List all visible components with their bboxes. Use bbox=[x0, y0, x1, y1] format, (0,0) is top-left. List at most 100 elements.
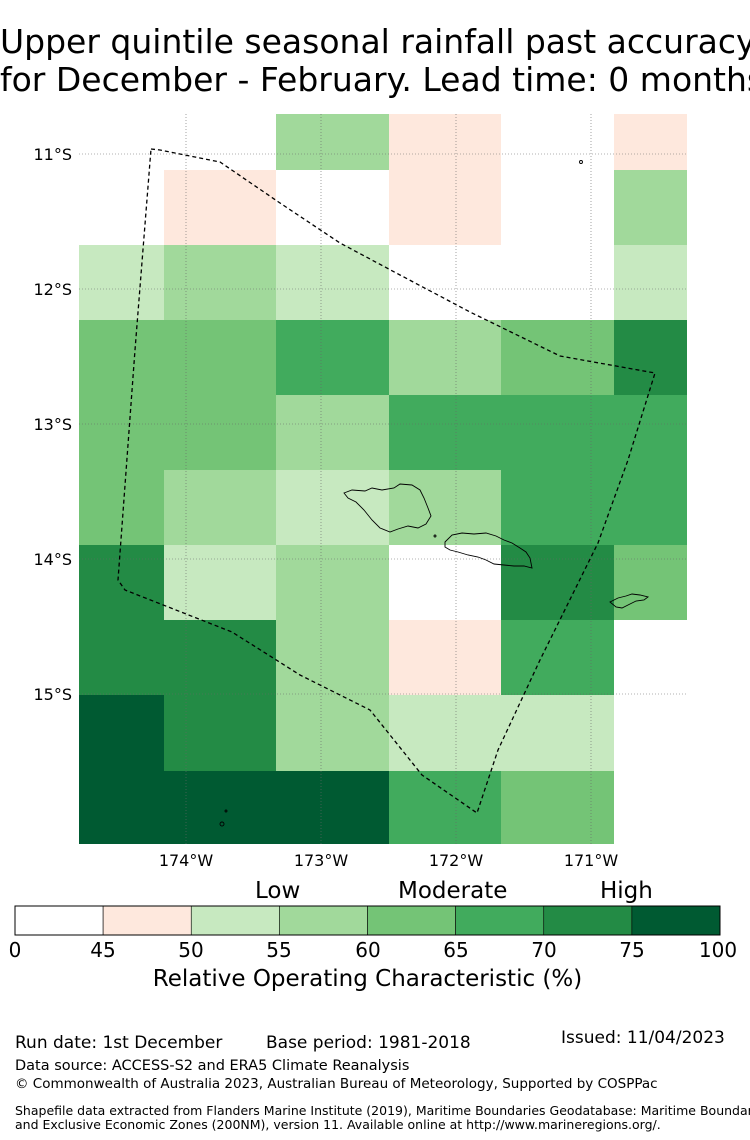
grid-cell bbox=[389, 114, 501, 170]
small-island-2 bbox=[433, 534, 437, 538]
colorbar-swatch bbox=[455, 905, 545, 936]
colorbar-tick-0: 0 bbox=[8, 938, 22, 962]
colorbar-tick-65: 65 bbox=[443, 938, 469, 962]
colorbar-border bbox=[14, 905, 721, 936]
grid-cell bbox=[79, 395, 164, 470]
grid-cell bbox=[79, 245, 164, 320]
copyright: © Commonwealth of Australia 2023, Austra… bbox=[15, 1076, 658, 1092]
grid-cell bbox=[164, 771, 276, 844]
grid-cell bbox=[164, 620, 276, 695]
lon-label-174: 174°W bbox=[159, 851, 214, 870]
colorbar bbox=[14, 905, 721, 936]
colorbar-tick-50: 50 bbox=[178, 938, 204, 962]
small-island-4 bbox=[224, 809, 228, 813]
grid-cell bbox=[276, 320, 389, 395]
grid-cell bbox=[501, 395, 614, 470]
coastlines bbox=[219, 160, 650, 827]
grid-cell bbox=[389, 395, 501, 470]
grid-cell bbox=[276, 470, 389, 545]
small-island-1 bbox=[579, 160, 583, 164]
grid-cell bbox=[79, 695, 164, 771]
base-period: Base period: 1981-2018 bbox=[266, 1033, 471, 1053]
grid-cell bbox=[164, 395, 276, 470]
lat-label-13: 13°S bbox=[33, 415, 72, 434]
latitude-labels: 11°S 12°S 13°S 14°S 15°S bbox=[33, 145, 72, 704]
lat-label-12: 12°S bbox=[33, 280, 72, 299]
eez-boundary bbox=[117, 148, 656, 815]
map-title-line-2: for December - February. Lead time: 0 mo… bbox=[0, 60, 750, 99]
colorbar-tick-55: 55 bbox=[266, 938, 292, 962]
grid-cell bbox=[501, 320, 614, 395]
colorbar-category-low: Low bbox=[255, 878, 301, 904]
grid-cell bbox=[614, 170, 687, 245]
colorbar-swatch bbox=[543, 905, 633, 936]
grid-cell bbox=[501, 695, 614, 771]
grid-cell bbox=[164, 545, 276, 620]
small-island-3 bbox=[219, 821, 225, 827]
grid-cell bbox=[614, 245, 687, 320]
grid-cell bbox=[389, 470, 501, 545]
grid-cell bbox=[501, 545, 614, 620]
grid-cell bbox=[389, 771, 501, 844]
colorbar-swatch bbox=[14, 905, 104, 936]
grid-cell bbox=[79, 470, 164, 545]
colorbar-swatch bbox=[367, 905, 456, 936]
colorbar-tick-75: 75 bbox=[619, 938, 645, 962]
colorbar-tick-60: 60 bbox=[355, 938, 381, 962]
colorbar-swatch bbox=[190, 905, 280, 936]
grid-cell bbox=[389, 170, 501, 245]
grid-cell bbox=[614, 320, 687, 395]
shapefile-credit-line-2: and Exclusive Economic Zones (200NM), ve… bbox=[15, 1117, 661, 1132]
grid-cell bbox=[614, 545, 687, 620]
grid-cell bbox=[276, 395, 389, 470]
lon-label-172: 172°W bbox=[429, 851, 484, 870]
savaii-island-coast bbox=[343, 483, 432, 533]
colorbar-category-moderate: Moderate bbox=[398, 878, 508, 904]
grid-cell bbox=[501, 620, 614, 695]
grid-cell bbox=[79, 771, 164, 844]
data-source: Data source: ACCESS-S2 and ERA5 Climate … bbox=[15, 1058, 410, 1074]
grid-cell bbox=[501, 470, 614, 545]
run-date: Run date: 1st December bbox=[15, 1033, 223, 1053]
colorbar-swatch bbox=[631, 905, 721, 936]
lon-label-173: 173°W bbox=[294, 851, 349, 870]
grid-cell bbox=[276, 545, 389, 620]
colorbar-category-high: High bbox=[600, 878, 653, 904]
map-title-line-1: Upper quintile seasonal rainfall past ac… bbox=[0, 22, 750, 61]
grid-cell bbox=[389, 545, 501, 620]
colorbar-tick-45: 45 bbox=[90, 938, 116, 962]
tutuila-island-coast bbox=[609, 593, 650, 609]
lat-label-14: 14°S bbox=[33, 550, 72, 569]
grid-cell bbox=[164, 170, 276, 245]
gridlines bbox=[79, 114, 687, 844]
grid-cell bbox=[164, 470, 276, 545]
grid-cell bbox=[276, 771, 389, 844]
grid-cell bbox=[164, 695, 276, 771]
grid-cell bbox=[276, 695, 389, 771]
grid-cell bbox=[79, 620, 164, 695]
lon-label-171: 171°W bbox=[564, 851, 619, 870]
grid-cell bbox=[614, 470, 687, 545]
upolu-island-coast bbox=[444, 532, 533, 569]
colorbar-tick-70: 70 bbox=[531, 938, 557, 962]
grid-cell bbox=[614, 114, 687, 170]
grid-cell bbox=[501, 771, 614, 844]
shapefile-credit-line-1: Shapefile data extracted from Flanders M… bbox=[15, 1103, 750, 1118]
grid-cell bbox=[164, 320, 276, 395]
grid-cell bbox=[389, 695, 501, 771]
grid-cell bbox=[164, 245, 276, 320]
grid-cell bbox=[389, 320, 501, 395]
lat-label-15: 15°S bbox=[33, 685, 72, 704]
grid-cell bbox=[276, 245, 389, 320]
colorbar-swatch bbox=[279, 905, 368, 936]
grid-cell bbox=[79, 320, 164, 395]
lat-label-11: 11°S bbox=[33, 145, 72, 164]
grid-cell bbox=[276, 620, 389, 695]
grid-cells bbox=[79, 114, 687, 844]
colorbar-tick-100: 100 bbox=[698, 938, 738, 962]
grid-cell bbox=[614, 395, 687, 470]
longitude-labels: 174°W 173°W 172°W 171°W bbox=[159, 851, 619, 870]
grid-cell bbox=[79, 545, 164, 620]
colorbar-swatch bbox=[102, 905, 192, 936]
